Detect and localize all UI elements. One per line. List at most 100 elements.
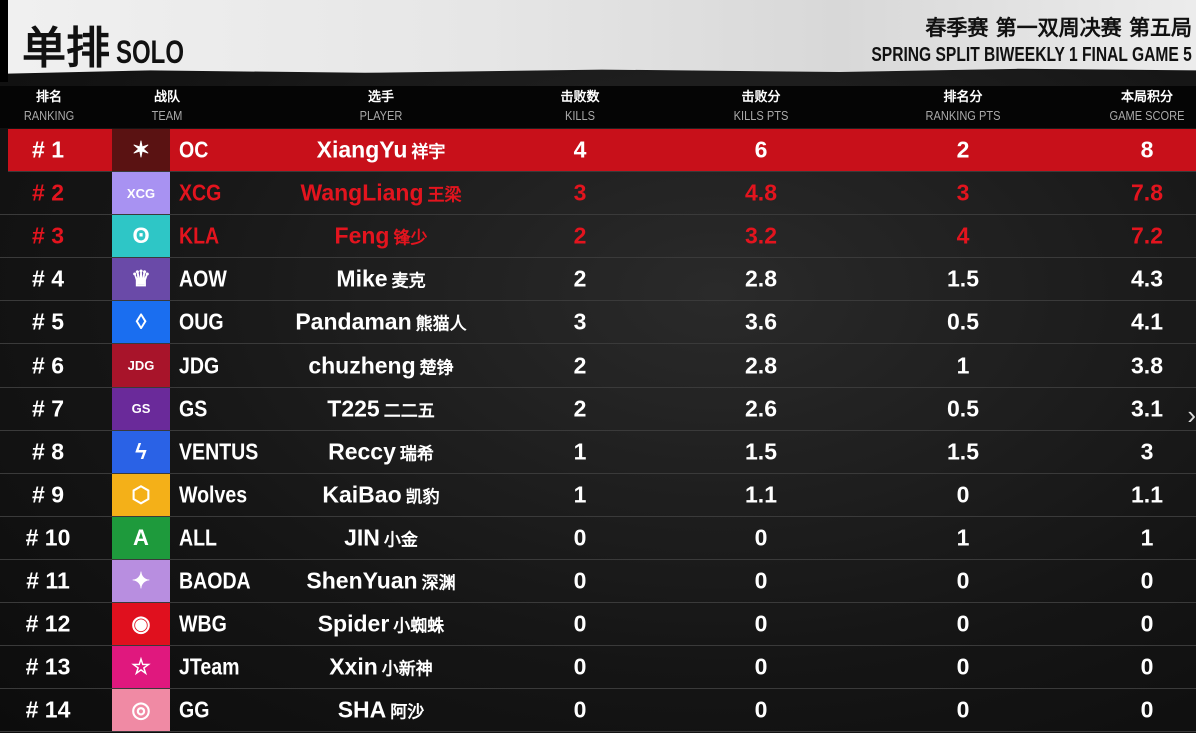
kills: 0 [573,610,587,637]
ranking-pts: 1.5 [947,438,979,465]
table-row: # 8 ϟ VENTUS Reccy 瑞希 1 1.5 1.5 3 [0,430,1196,474]
xcg-logo-icon: XCG [112,172,170,215]
table-row: # 10 A ALL JIN 小金 0 0 1 1 [0,516,1196,560]
kills: 3 [573,179,587,206]
logo-glyph: XCG [126,185,156,201]
logo-glyph: ☆ [131,654,151,680]
player-name-cn: 熊猫人 [415,314,467,335]
player-name: Spider [317,610,390,637]
col-ranking: 排名 RANKING [23,90,75,123]
kills-pts: 1.5 [745,438,777,465]
table-row: # 6 JDG JDG chuzheng 楚铮 2 2.8 1 3.8 [0,344,1196,388]
kills: 1 [573,438,587,465]
player-name: ShenYuan [306,567,418,594]
kills: 0 [573,653,587,680]
logo-glyph: JDG [127,358,155,374]
gs-logo-icon: GS [112,387,170,430]
kills-pts: 3.2 [745,222,777,249]
game-score: 4.3 [1131,265,1163,292]
player-name: XiangYu [316,136,408,163]
player-name: Pandaman [295,308,412,335]
rank: # 6 [32,352,64,379]
player-name: SHA [337,696,387,723]
kla-logo-icon: ʘ [112,215,170,258]
player-name-cn: 小蜘蛛 [393,616,445,637]
player-name-cn: 凯豹 [405,487,440,508]
table-row: # 1 ✶ OC XiangYu 祥宇 4 6 2 8 [8,129,1196,173]
ranking-pts: 2 [956,136,970,163]
team-name: GS [179,395,208,422]
logo-glyph: GS [131,401,151,417]
player-name: T225 [327,395,380,422]
rank: # 2 [32,179,64,206]
col-game-score: 本局积分 GAME SCORE [1109,90,1185,123]
logo-glyph: A [133,524,149,550]
rank: # 10 [25,524,71,551]
aow-logo-icon: ♛ [112,258,170,301]
player-name: WangLiang [300,179,424,206]
player-name-cn: 二二五 [383,401,435,422]
table-header: 排名 RANKING 战队 TEAM 选手 PLAYER 击败数 KILLS 击败分 KI… [0,86,1196,128]
kills-pts: 3.6 [745,308,777,335]
gg-logo-icon: ◎ [112,689,170,732]
kills: 2 [573,265,587,292]
ventus-logo-icon: ϟ [112,430,170,473]
page-title: 单排 SOLO [22,12,207,76]
player: Mike 麦克 [336,266,425,293]
title-banner [8,0,1196,74]
player: ShenYuan 深渊 [306,567,455,594]
player-name-cn: 深渊 [421,573,456,594]
game-score: 8 [1140,136,1154,163]
game-score: 3.8 [1131,352,1163,379]
player: T225 二二五 [327,395,434,422]
logo-glyph: ◉ [131,611,151,637]
kills: 2 [573,395,587,422]
team-name: OC [179,136,209,163]
kills-pts: 0 [754,696,768,723]
kills: 0 [573,696,587,723]
rank: # 13 [25,653,71,680]
event-cn: 春季赛 第一双周决赛 第五局 [925,16,1192,40]
wolves-logo-icon: ⬡ [112,473,170,516]
player-name-cn: 王梁 [427,185,462,206]
chevron-right-icon[interactable]: › [1187,400,1196,430]
ranking-pts: 0 [956,653,970,680]
player: Reccy 瑞希 [328,438,434,465]
logo-glyph: ✶ [131,137,151,163]
kills-pts: 4.8 [745,179,777,206]
kills-pts: 0 [754,567,768,594]
player-name: Reccy [328,438,396,465]
ranking-pts: 3 [956,179,970,206]
ranking-pts: 0 [956,610,970,637]
team-name: AOW [179,265,227,292]
team-name: JTeam [179,653,240,680]
oc-logo-icon: ✶ [112,129,170,172]
player: SHA 阿沙 [338,697,425,724]
player: Pandaman 熊猫人 [295,309,466,336]
kills: 4 [573,136,587,163]
team-name: XCG [179,179,222,206]
col-kills-pts: 击败分 KILLS PTS [733,90,789,123]
logo-glyph: ✦ [131,567,151,593]
player-name-cn: 阿沙 [390,702,425,723]
player: XiangYu 祥宇 [317,137,446,164]
all-logo-icon: A [112,516,170,559]
table-row: # 14 ◎ GG SHA 阿沙 0 0 0 0 [0,689,1196,733]
table-row: # 3 ʘ KLA Feng 锋少 2 3.2 4 7.2 [0,215,1196,259]
col-kills: 击败数 KILLS [560,90,600,123]
team-name: ALL [179,524,218,551]
kills: 1 [573,481,587,508]
ranking-pts: 0.5 [947,395,979,422]
team-name: VENTUS [179,438,259,465]
jdg-logo-icon: JDG [112,344,170,387]
team-name: BAODA [179,567,251,594]
col-ranking-pts: 排名分 RANKING PTS [925,90,1001,123]
player-name-cn: 麦克 [391,271,426,292]
rank: # 1 [32,136,64,163]
team-name: Wolves [179,481,248,508]
title-cn: 单排 [22,23,110,74]
standings-table: # 1 ✶ OC XiangYu 祥宇 4 6 2 8 # 2 XCG XCG W… [0,129,1196,733]
team-name: JDG [179,352,220,379]
game-score: 3.1 [1131,395,1163,422]
ranking-pts: 0 [956,696,970,723]
